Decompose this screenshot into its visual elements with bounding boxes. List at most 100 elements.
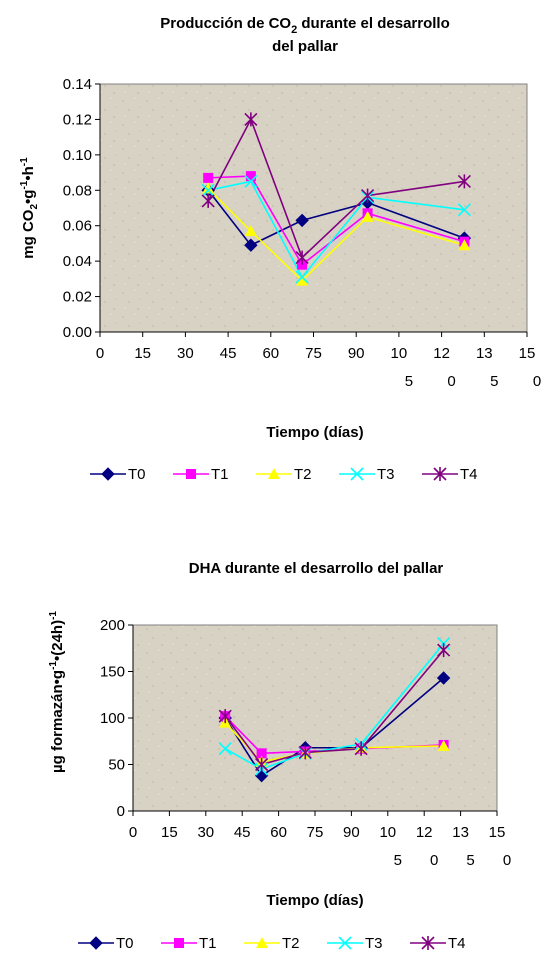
chart1-series-t1-point — [203, 172, 214, 183]
chart2-x-tick-label: 13 — [452, 824, 469, 841]
chart1-legend-marker — [350, 467, 364, 481]
chart1-series-t3-point — [457, 203, 471, 217]
chart2-x-tick-label-wrap: 0 — [430, 852, 438, 869]
chart2-x-axis-label: Tiempo (días) — [266, 892, 363, 909]
chart2-series-t4-point — [354, 741, 368, 756]
chart2-series-t0-point — [436, 671, 451, 685]
chart1-series-t1-point — [297, 259, 308, 270]
chart2-series-t3-point — [218, 742, 232, 756]
chart2-series-t2-point — [437, 739, 450, 751]
chart1-legend-item-t0: T0 — [90, 466, 146, 483]
chart2-series-t4-point — [255, 757, 269, 772]
chart1-series-t4-point — [295, 250, 309, 265]
chart1-legend-label: T0 — [128, 466, 146, 483]
chart1-series-t4-point — [457, 174, 471, 189]
chart1-legend-label: T1 — [211, 466, 229, 483]
chart2-legend-label: T1 — [199, 935, 217, 952]
chart2-legend-item-t0: T0 — [78, 935, 134, 952]
chart2-x-tick-label: 90 — [343, 824, 360, 841]
chart1-legend-item-t2: T2 — [256, 466, 312, 483]
chart1-x-tick-label-wrap: 0 — [533, 373, 541, 390]
chart1-series-t3-point — [201, 183, 215, 197]
chart1-legend-marker — [186, 469, 196, 479]
chart1-x-tick-label-wrap: 0 — [447, 373, 455, 390]
chart2-y-tick-label: 100 — [100, 710, 125, 727]
chart2-plot-area — [132, 624, 498, 812]
chart1-series-t2-point — [361, 210, 374, 222]
chart2-series-t4-point — [218, 709, 232, 724]
chart1-legend: T0 T1 T2 T3 T4 — [90, 466, 478, 483]
chart1-y-tick-label: 0.12 — [63, 111, 92, 128]
chart1-series-t0-point — [295, 213, 309, 228]
chart2-x-tick-label: 75 — [307, 824, 324, 841]
chart2-x-tick-label-wrap: 5 — [466, 852, 474, 869]
chart2-x-tick-label-wrap: 0 — [503, 852, 511, 869]
chart1-x-tick-label: 45 — [220, 345, 237, 362]
chart2-legend-label: T4 — [448, 935, 466, 952]
chart2-title: DHA durante el desarrollo del pallar — [189, 560, 444, 577]
chart2-series-t4-point — [437, 643, 451, 658]
chart1-series-t4-point — [201, 193, 215, 208]
chart2-x-tick-label: 60 — [270, 824, 287, 841]
chart1-series-t3-point — [295, 270, 309, 284]
chart2-x-tick-label: 15 — [161, 824, 178, 841]
chart1-y-tick-label: 0.14 — [63, 76, 92, 93]
chart1-x-tick-label-wrap: 5 — [490, 373, 498, 390]
chart2-legend-item-t1: T1 — [161, 935, 217, 952]
chart2-series-t4-point — [298, 745, 312, 760]
chart1-y-tick-label: 0.02 — [63, 289, 92, 306]
chart2-legend-marker — [338, 936, 352, 950]
chart1-legend-label: T3 — [377, 466, 395, 483]
chart2-legend-label: T2 — [282, 935, 300, 952]
chart2-y-tick-label: 200 — [100, 617, 125, 634]
chart2-x-tick-label: 10 — [379, 824, 396, 841]
chart1-legend-label: T4 — [460, 466, 478, 483]
chart1-y-tick-label: 0.00 — [63, 324, 92, 341]
chart1-x-tick-label: 75 — [305, 345, 322, 362]
chart2-legend-item-t4: T4 — [410, 935, 466, 952]
chart1-x-tick-label: 13 — [476, 345, 493, 362]
chart2-legend-label: T3 — [365, 935, 383, 952]
chart1-series-t1-point — [245, 171, 256, 182]
chart2-legend-marker — [421, 936, 435, 950]
chart1-x-tick-label: 15 — [134, 345, 151, 362]
chart1-x-tick-label: 10 — [391, 345, 408, 362]
chart1-x-tick-label: 15 — [519, 345, 536, 362]
chart1-y-tick-label: 0.06 — [63, 218, 92, 235]
chart2-x-tick-label-wrap: 5 — [394, 852, 402, 869]
chart1-series-t2-point — [458, 239, 471, 251]
chart1-x-tick-label: 0 — [96, 345, 104, 362]
chart1-legend-label: T2 — [294, 466, 312, 483]
chart1-legend-marker — [268, 468, 280, 479]
chart1-y-tick-label: 0.10 — [63, 147, 92, 164]
chart1-x-tick-label: 30 — [177, 345, 194, 362]
chart2-y-tick-label: 150 — [100, 664, 125, 681]
chart1: Producción de CO2 durante el desarrollo … — [19, 15, 541, 483]
chart1-title-line2: del pallar — [272, 38, 338, 55]
chart2-x-tick-label: 15 — [489, 824, 506, 841]
chart2-y-tick-label: 50 — [108, 757, 125, 774]
chart1-series-t3-point — [244, 174, 258, 188]
chart1-series-t4-point — [361, 188, 375, 203]
chart2-legend: T0 T1 T2 T3 T4 — [78, 935, 466, 952]
chart2-legend-item-t3: T3 — [327, 935, 383, 952]
chart2-x-tick-label: 45 — [234, 824, 251, 841]
chart1-legend-item-t3: T3 — [339, 466, 395, 483]
chart2-legend-marker — [174, 938, 184, 948]
chart1-x-tick-label: 12 — [433, 345, 450, 362]
chart2-x-tick-label: 30 — [197, 824, 214, 841]
chart1-series-t2-point — [202, 182, 215, 194]
chart1-y-tick-label: 0.04 — [63, 253, 92, 270]
chart1-series-t2-point — [296, 274, 309, 286]
chart2-y-tick-label: 0 — [117, 803, 125, 820]
chart1-legend-item-t4: T4 — [422, 466, 478, 483]
chart1-series-t2-point — [244, 225, 257, 237]
chart1-title-line1: Producción de CO2 durante el desarrollo — [160, 15, 450, 36]
chart2: DHA durante el desarrollo del pallar µg … — [48, 560, 511, 952]
chart1-legend-item-t1: T1 — [173, 466, 229, 483]
chart1-x-axis-label: Tiempo (días) — [266, 424, 363, 441]
chart1-series-t0-point — [244, 238, 258, 252]
chart1-x-tick-label: 90 — [348, 345, 365, 362]
chart1-legend-marker — [101, 467, 115, 481]
